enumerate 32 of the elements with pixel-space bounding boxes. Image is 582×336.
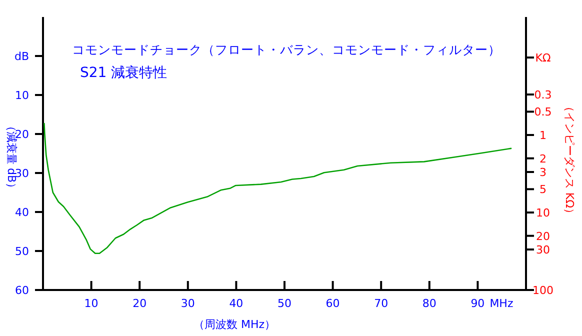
- x-tick-label: 60: [326, 297, 340, 310]
- text: MHz: [490, 297, 514, 310]
- text: S21 減衰特性: [80, 65, 168, 81]
- y-tick-label: 40: [15, 206, 29, 219]
- y2-tick-label: 2: [540, 152, 546, 166]
- y-tick-label: 10: [15, 89, 29, 102]
- y2-tick-label: 30: [536, 243, 550, 256]
- text: コモンモードチョーク（フロート・バラン、コモンモード・フィルター）: [72, 42, 501, 57]
- x-tick-label: 80: [422, 297, 436, 310]
- y2-tick-label: 5: [540, 183, 546, 196]
- y2-tick-label: 20: [536, 230, 550, 243]
- y-tick-label: 60: [15, 284, 29, 297]
- y2-tick-label: 10: [536, 206, 550, 220]
- y2-tick-label: 3: [540, 166, 546, 179]
- x-tick-label: 90: [470, 297, 485, 310]
- x-tick-label: 30: [180, 297, 195, 310]
- y2-tick-label: KΩ: [535, 52, 551, 65]
- y2-tick-label: 100: [532, 284, 554, 297]
- y2-tick-label: 1: [540, 129, 546, 142]
- x-tick-label: 10: [84, 297, 98, 310]
- x-tick-label: 20: [132, 297, 147, 310]
- y-tick-label: 50: [15, 245, 29, 258]
- y-tick-label: dB: [14, 50, 29, 63]
- x-tick-label: 40: [229, 297, 244, 310]
- x-axis-title: （周波数 MHz）: [193, 318, 276, 331]
- y-tick-label: 30: [15, 167, 29, 180]
- x-tick-label: 50: [278, 297, 292, 310]
- line-series: [44, 122, 512, 254]
- y2-axis-title: （インピーダンス KΩ）: [563, 100, 576, 220]
- y2-tick-label: 0.5: [534, 106, 552, 119]
- y2-tick-label: 0.3: [534, 88, 552, 102]
- x-tick-label: 70: [374, 297, 388, 310]
